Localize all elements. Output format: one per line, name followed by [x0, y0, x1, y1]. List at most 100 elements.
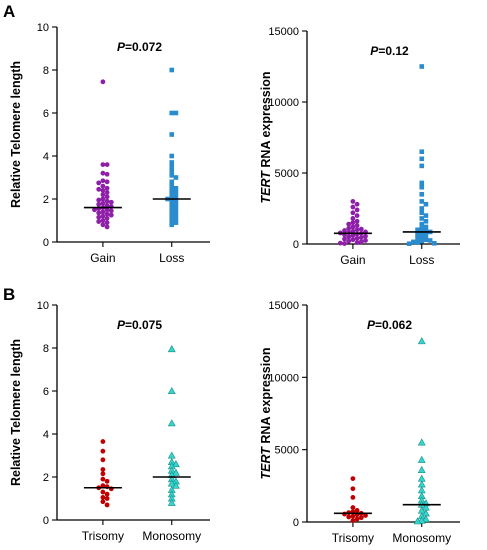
data-point [173, 190, 179, 195]
data-point [350, 224, 356, 230]
data-point [100, 471, 106, 477]
data-point [100, 170, 106, 176]
y-tick-label: 0 [43, 237, 49, 249]
data-point [96, 219, 102, 224]
data-point [167, 386, 176, 395]
data-point [100, 467, 106, 472]
data-point [419, 64, 425, 69]
data-point [346, 225, 352, 231]
data-point [350, 220, 356, 226]
data-point [415, 227, 420, 233]
data-point [415, 231, 420, 237]
data-point [354, 240, 360, 245]
data-point [104, 211, 110, 217]
data-point [167, 451, 176, 459]
data-point [419, 226, 425, 231]
data-point [104, 162, 110, 168]
data-point [169, 201, 175, 206]
data-point [406, 241, 412, 247]
data-point [104, 179, 110, 185]
x-tick-label-trisomy: Trisomy [332, 531, 374, 545]
data-point [350, 476, 356, 481]
data-point [169, 132, 175, 137]
data-point [417, 337, 426, 345]
data-point [172, 468, 180, 476]
data-point [100, 213, 106, 219]
y-tick-label: 0 [293, 517, 299, 529]
data-point [354, 508, 360, 513]
x-tick-label-gain: Gain [90, 251, 115, 265]
data-point [423, 201, 429, 207]
y-tick-label: 15000 [268, 26, 299, 38]
data-point [104, 220, 110, 226]
data-point [354, 235, 360, 241]
data-point [417, 465, 426, 473]
x-tick-label-monosomy: Monosomy [392, 531, 451, 545]
data-point [169, 173, 175, 178]
data-point [173, 211, 179, 217]
data-point [354, 227, 360, 233]
y-tick-label: 8 [43, 343, 49, 355]
data-point [350, 199, 356, 204]
data-point [354, 516, 360, 522]
data-point [419, 238, 425, 244]
data-point [96, 214, 102, 220]
data-point [354, 218, 360, 224]
data-point [363, 513, 368, 518]
y-tick-label: 8 [43, 65, 49, 77]
data-point [100, 448, 106, 454]
data-point [346, 238, 352, 244]
data-point [417, 438, 426, 446]
data-point [108, 208, 114, 214]
data-point [100, 483, 106, 488]
chart-telomere-trisomy-monosomy: 0 2 4 6 8 10 Trisomy Monosomy Relative Telomere … [9, 300, 210, 543]
data-point [104, 502, 110, 508]
data-point [169, 67, 175, 73]
data-point [167, 419, 176, 427]
data-point [346, 221, 352, 227]
data-point [350, 518, 356, 523]
data-point [100, 476, 106, 482]
data-point [92, 207, 97, 213]
data-point [173, 185, 179, 191]
data-point [169, 222, 175, 228]
data-point [96, 197, 102, 203]
data-point [173, 220, 179, 225]
data-point [100, 188, 106, 193]
data-point [104, 171, 110, 177]
x-tick-label-loss: Loss [159, 251, 184, 265]
data-point [415, 236, 420, 241]
data-point [350, 204, 356, 210]
data-point [104, 203, 110, 208]
data-point [104, 491, 110, 497]
data-point [167, 498, 176, 506]
data-point [350, 210, 356, 216]
data-point [100, 183, 106, 189]
panel-letter-b: B [3, 285, 15, 304]
data-point [173, 175, 179, 180]
data-point [100, 457, 106, 463]
data-point [346, 514, 352, 520]
data-point [419, 210, 425, 216]
data-point [96, 210, 102, 216]
data-point [358, 226, 364, 232]
data-point [419, 192, 425, 197]
data-point [100, 79, 106, 85]
data-point [427, 238, 433, 243]
data-point [100, 192, 106, 198]
y-tick-label: 2 [43, 472, 49, 484]
data-point [173, 216, 179, 221]
y-tick-label: 4 [43, 151, 49, 163]
data-point [104, 496, 110, 501]
data-point [104, 478, 110, 484]
p-value-annotation: P=0.072 [117, 40, 162, 54]
x-tick-label-gain: Gain [340, 253, 365, 267]
data-point [169, 213, 175, 219]
data-point [354, 213, 360, 219]
data-point [169, 160, 175, 165]
chart-tert-trisomy-monosomy: 0 5000 10000 15000 Trisomy Monosomy TERT RNA e… [259, 300, 460, 545]
y-tick-label: 4 [43, 429, 49, 441]
y-tick-label: 10 [37, 22, 49, 34]
data-point [342, 236, 347, 242]
data-point [350, 486, 356, 492]
